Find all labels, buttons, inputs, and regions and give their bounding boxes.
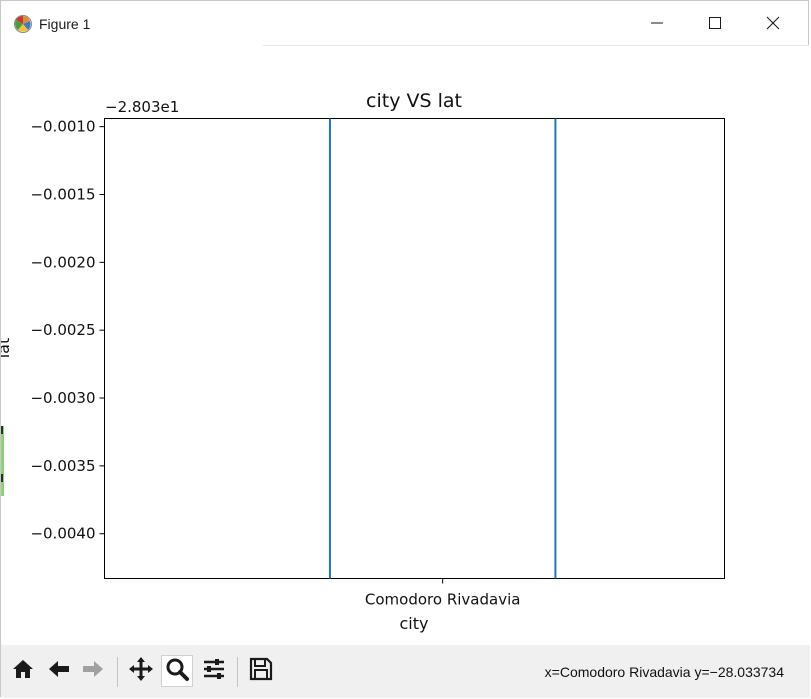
x-tick-label: Comodoro Rivadavia — [365, 591, 521, 609]
y-tick-label: −0.0040 — [30, 525, 95, 543]
series-lines — [328, 118, 557, 579]
matplotlib-icon — [13, 14, 33, 34]
close-icon — [766, 16, 780, 30]
toolbar-separator — [117, 657, 118, 687]
plot-area — [104, 118, 725, 579]
back-arrow-icon — [46, 656, 72, 686]
y-offset-label: −2.803e1 — [105, 98, 179, 116]
save-icon — [248, 656, 274, 686]
y-tick-label: −0.0030 — [30, 389, 95, 407]
subplots-config-icon — [201, 656, 227, 686]
home-button[interactable] — [7, 655, 39, 687]
back-button[interactable] — [43, 655, 75, 687]
maximize-button[interactable] — [686, 1, 744, 45]
x-axis: Comodoro Rivadavia — [365, 578, 521, 609]
title-bar[interactable]: Figure 1 — [1, 1, 808, 45]
y-axis: −0.0010 −0.0015 −0.0020 −0.0025 −0.0030 −0.00… — [30, 118, 105, 543]
zoom-button[interactable] — [161, 655, 193, 687]
subplots-config-button[interactable] — [198, 655, 230, 687]
minimize-button[interactable] — [628, 1, 686, 45]
toolbar-separator — [237, 657, 238, 687]
forward-arrow-icon — [80, 656, 106, 686]
y-axis-label: lat — [1, 338, 13, 359]
window-title: Figure 1 — [39, 16, 91, 32]
y-tick-label: −0.0035 — [30, 457, 95, 475]
home-icon — [10, 656, 36, 686]
navigation-toolbar: x=Comodoro Rivadavia y=−28.033734 — [1, 645, 810, 698]
chart[interactable]: city VS lat −2.803e1 −0.0010−0.0015−0.00… — [0, 46, 810, 645]
save-button[interactable] — [245, 655, 277, 687]
forward-button[interactable] — [77, 655, 109, 687]
title-divider — [263, 45, 809, 46]
overlap-marker — [1, 426, 4, 496]
y-tick-label: −0.0025 — [30, 321, 95, 339]
x-axis-label: city — [400, 614, 429, 633]
maximize-icon — [708, 16, 722, 30]
zoom-icon — [164, 656, 190, 686]
close-button[interactable] — [744, 1, 802, 45]
minimize-icon — [650, 16, 664, 30]
pan-button[interactable] — [125, 655, 157, 687]
figure-canvas[interactable]: city VS lat −2.803e1 −0.0010 −0.0015 −0.00… — [0, 46, 810, 645]
chart-title: city VS lat — [366, 90, 462, 112]
cursor-coordinates: x=Comodoro Rivadavia y=−28.033734 — [544, 664, 784, 680]
y-tick-label: −0.0020 — [30, 253, 95, 271]
y-tick-label: −0.0015 — [30, 185, 95, 203]
y-tick-label: −0.0010 — [30, 118, 95, 136]
pan-icon — [127, 655, 155, 687]
